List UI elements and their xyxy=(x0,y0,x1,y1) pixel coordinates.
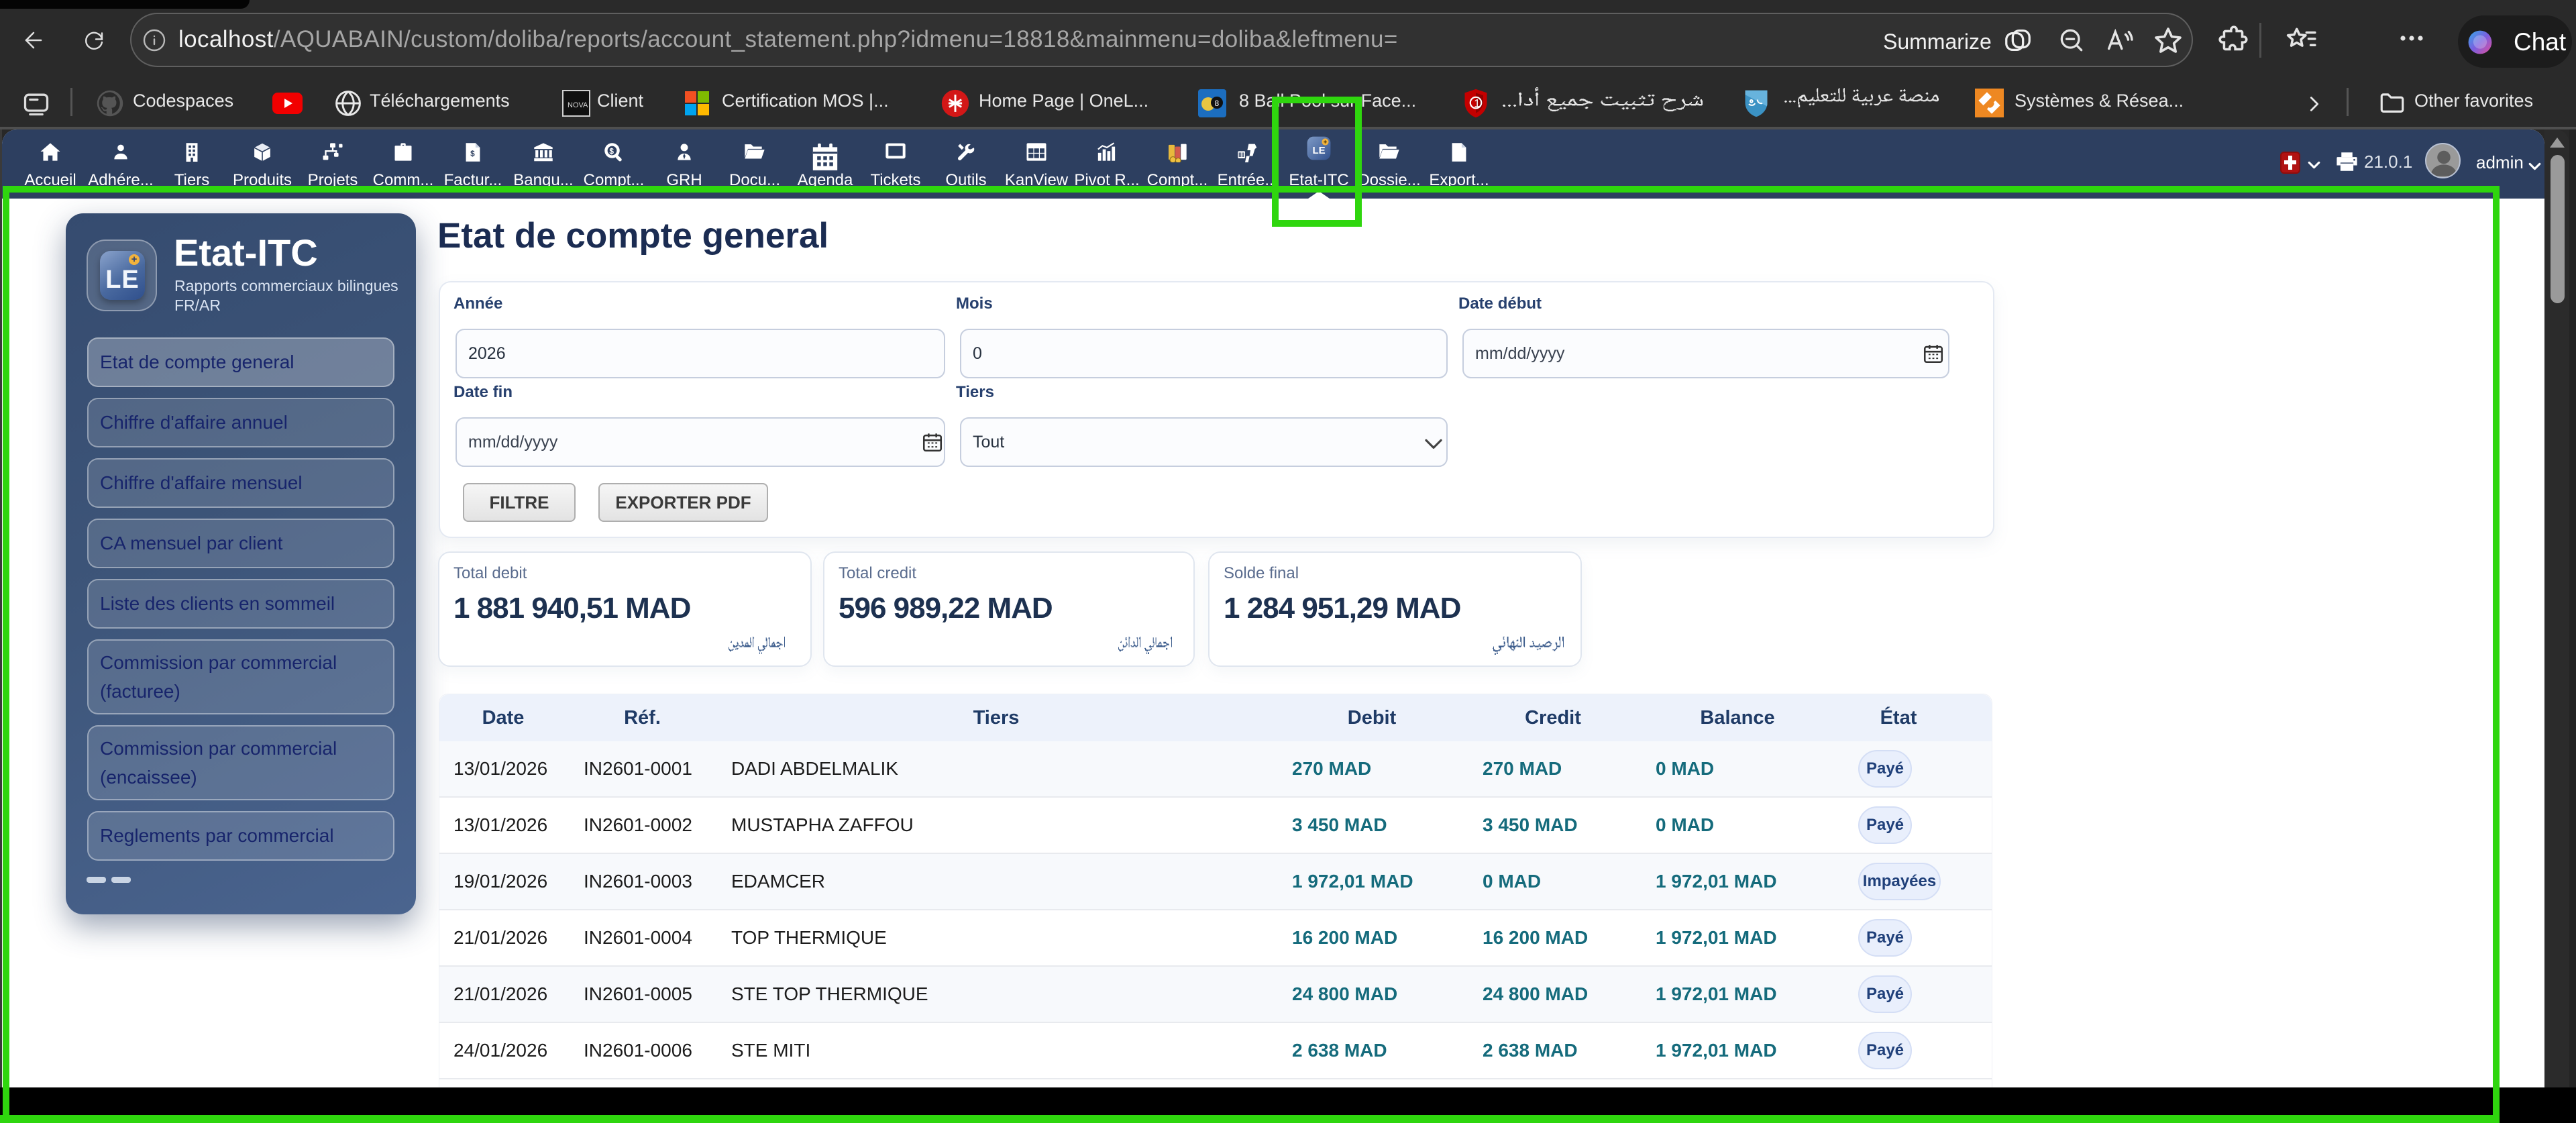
svg-text:$: $ xyxy=(470,150,475,158)
svg-text:8: 8 xyxy=(1215,99,1220,108)
svg-text:LE: LE xyxy=(1313,145,1326,156)
svg-text:$: $ xyxy=(609,147,614,156)
svg-text:NOVA: NOVA xyxy=(568,101,588,109)
svg-text:1: 1 xyxy=(1474,98,1480,110)
